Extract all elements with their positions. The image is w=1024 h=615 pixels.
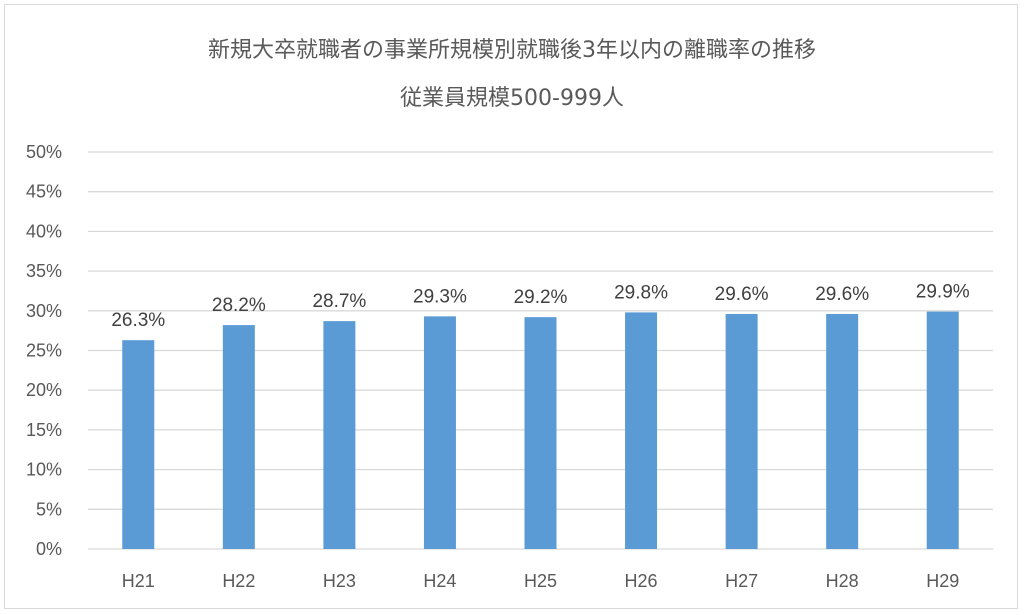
data-label: 29.3%	[413, 286, 467, 307]
y-tick-label: 0%	[36, 539, 62, 559]
data-label: 28.7%	[312, 291, 366, 312]
data-labels: 26.3% 28.2% 28.7% 29.3% 29.2% 29.8% 29.6% 29.6%…	[111, 282, 969, 332]
x-tick-label: H23	[323, 571, 356, 591]
x-tick-label: H26	[625, 571, 658, 591]
data-label: 29.2%	[514, 287, 568, 308]
bar	[725, 313, 758, 549]
bar	[625, 312, 658, 549]
bar	[222, 325, 255, 549]
x-tick-label: H22	[222, 571, 255, 591]
x-tick-label: H25	[524, 571, 557, 591]
bar	[323, 321, 356, 549]
y-tick-label: 35%	[26, 261, 62, 281]
data-label: 29.8%	[614, 282, 668, 303]
data-label: 28.2%	[212, 295, 266, 316]
x-axis-ticks: H21 H22 H23 H24 H25 H26 H27 H28 H29	[122, 571, 959, 591]
chart-subtitle: 従業員規模500-999人	[400, 86, 624, 111]
y-tick-label: 40%	[26, 221, 62, 241]
bar	[524, 317, 557, 549]
y-tick-label: 45%	[26, 182, 62, 202]
y-tick-label: 30%	[26, 301, 62, 321]
bar	[926, 311, 959, 549]
x-tick-label: H21	[122, 571, 155, 591]
bar	[826, 313, 859, 549]
y-axis-ticks: 0% 5% 10% 15% 20% 25% 30% 35% 40% 45% 50%	[26, 142, 62, 559]
data-label: 29.9%	[916, 282, 970, 303]
y-tick-label: 50%	[26, 142, 62, 162]
bar	[122, 340, 155, 549]
data-label: 26.3%	[111, 310, 165, 331]
y-tick-label: 20%	[26, 380, 62, 400]
y-tick-label: 5%	[36, 499, 62, 519]
data-label: 29.6%	[715, 284, 769, 305]
x-tick-label: H29	[926, 571, 959, 591]
bar	[423, 316, 456, 549]
x-tick-label: H27	[725, 571, 758, 591]
y-tick-label: 10%	[26, 460, 62, 480]
data-label: 29.6%	[815, 284, 869, 305]
y-tick-label: 25%	[26, 341, 62, 361]
x-tick-label: H28	[826, 571, 859, 591]
y-tick-label: 15%	[26, 420, 62, 440]
chart-title: 新規大卒就職者の事業所規模別就職後3年以内の離職率の推移	[208, 38, 816, 63]
bars	[122, 311, 959, 549]
x-tick-label: H24	[423, 571, 456, 591]
